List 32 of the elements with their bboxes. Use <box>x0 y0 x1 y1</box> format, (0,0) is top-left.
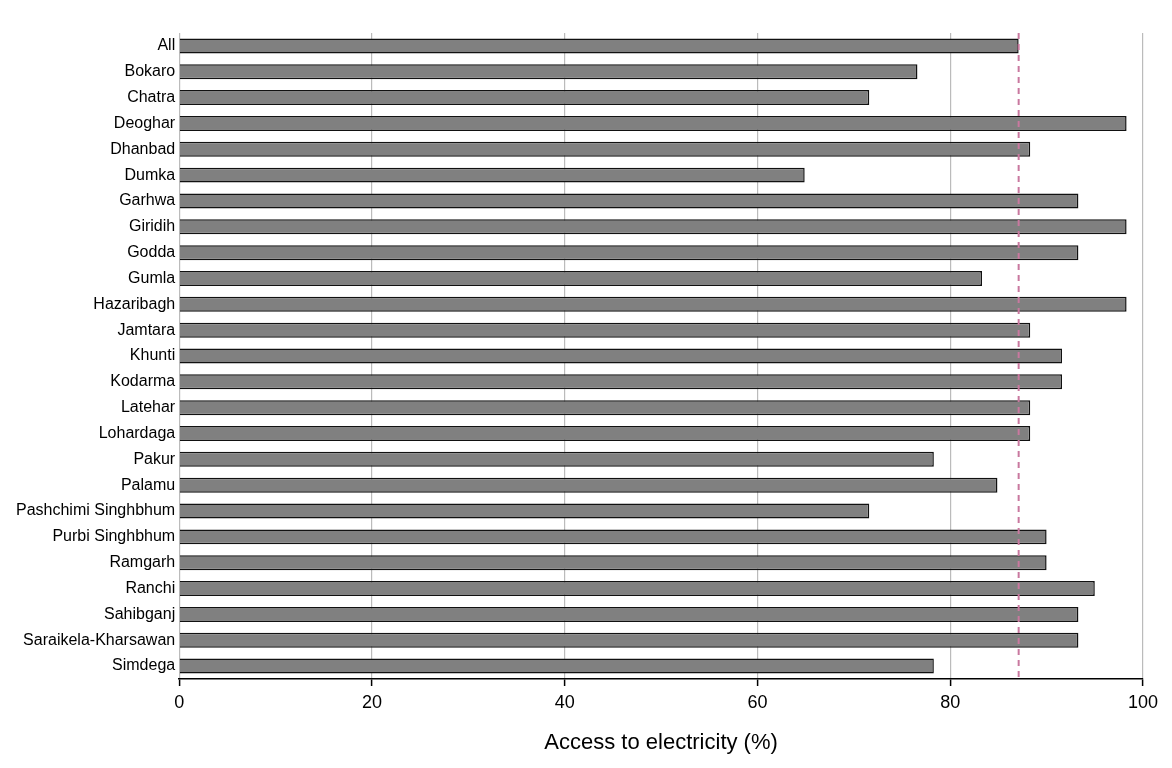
y-tick-label: Giridih <box>128 217 176 235</box>
y-tick-label: Saraikela-Kharsawan <box>23 630 176 648</box>
y-tick-label: Pakur <box>133 449 176 467</box>
x-tick-label: 100 <box>1127 691 1159 712</box>
y-tick-label: Sahibganj <box>104 604 176 622</box>
y-tick-label: Purbi Singhbhum <box>52 527 176 545</box>
y-tick-label: Garhwa <box>119 191 176 209</box>
y-tick-label: Dhanbad <box>110 139 176 157</box>
x-tick-label: 60 <box>747 691 768 712</box>
y-tick-label: Jamtara <box>117 320 176 338</box>
x-tick-label: 80 <box>940 691 961 712</box>
y-tick-label: Bokaro <box>124 62 176 80</box>
x-tick-label: 40 <box>554 691 575 712</box>
y-tick-label: Ranchi <box>125 578 176 596</box>
y-tick-label: Ramgarh <box>109 553 176 571</box>
x-tick-label: 0 <box>174 691 185 712</box>
y-tick-label: Simdega <box>112 656 176 674</box>
y-tick-label: Dumka <box>124 165 176 183</box>
y-tick-label: All <box>157 36 176 54</box>
y-tick-label: Khunti <box>129 346 176 364</box>
y-tick-label: Hazaribagh <box>93 294 176 312</box>
y-tick-label: Latehar <box>120 398 176 416</box>
y-tick-label: Godda <box>127 243 176 261</box>
x-tick-label: 20 <box>361 691 382 712</box>
y-tick-label: Palamu <box>120 475 176 493</box>
y-tick-label: Gumla <box>128 268 176 286</box>
y-tick-label: Pashchimi Singhbhum <box>15 501 176 519</box>
y-tick-label: Deoghar <box>113 113 176 131</box>
y-tick-label: Chatra <box>127 88 176 106</box>
x-axis-title: Access to electricity (%) <box>544 728 778 754</box>
y-tick-label: Kodarma <box>110 372 176 390</box>
y-tick-label: Lohardaga <box>98 423 176 441</box>
